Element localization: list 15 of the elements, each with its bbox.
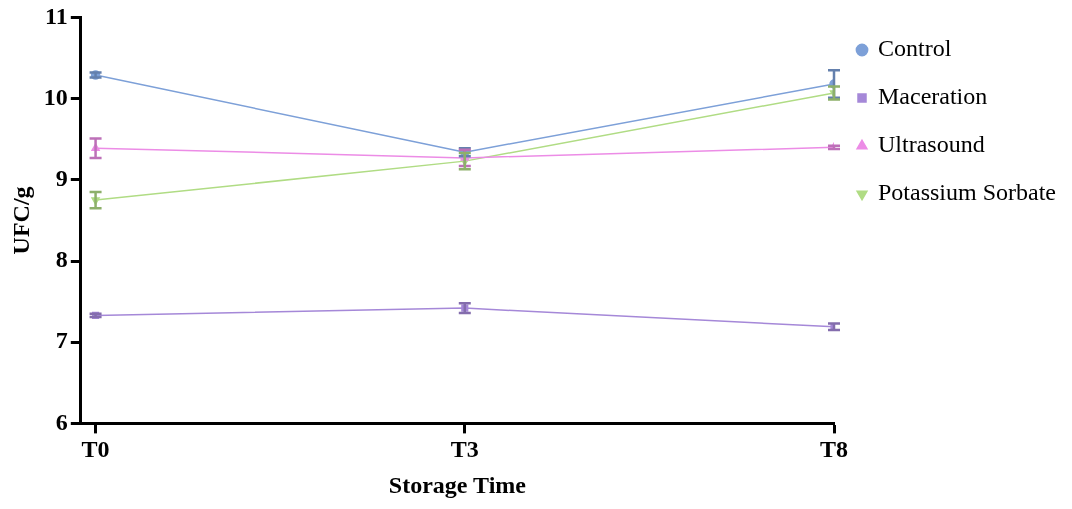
y-tick-label: 10 <box>43 83 68 110</box>
x-tick-label: T8 <box>820 436 849 462</box>
y-axis-title: UFC/g <box>7 186 34 255</box>
y-tick-label: 9 <box>55 165 68 191</box>
legend-label: Potassium Sorbate <box>878 179 1056 206</box>
legend-label: Control <box>878 35 952 62</box>
y-tick-label: 8 <box>55 246 68 273</box>
x-axis-title: Storage Time <box>388 471 527 498</box>
y-tick-label: 11 <box>45 2 68 29</box>
y-tick-label: 7 <box>55 327 68 354</box>
legend-label: Ultrasound <box>878 131 985 158</box>
x-tick-label: T0 <box>81 436 110 462</box>
y-tick-label: 6 <box>55 408 68 435</box>
legend-label: Maceration <box>878 83 988 110</box>
x-tick-label: T3 <box>450 436 479 462</box>
